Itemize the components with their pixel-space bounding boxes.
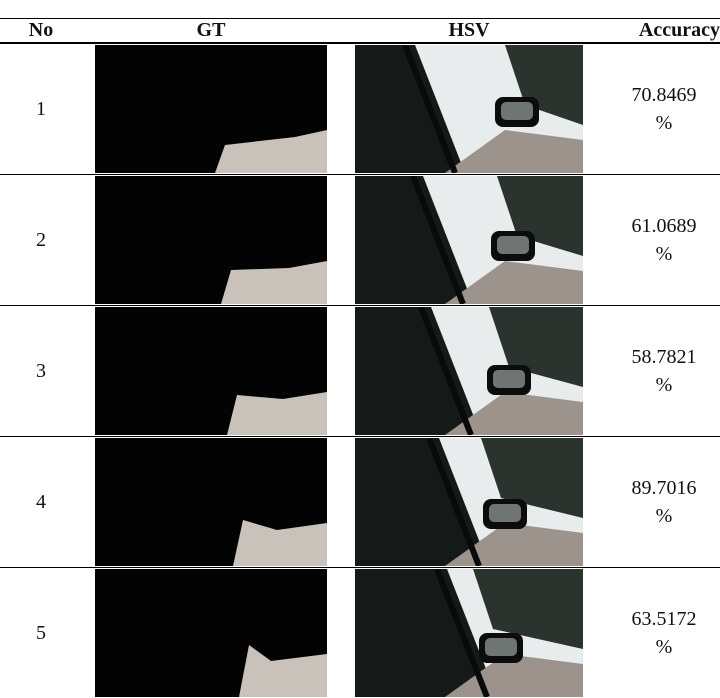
hsv-image	[355, 307, 583, 435]
gt-mask-image	[95, 438, 327, 566]
row-number: 4	[0, 437, 82, 568]
header-cell: HSV	[340, 19, 598, 44]
row-number: 1	[0, 43, 82, 175]
accuracy-value: 63.5172 %	[629, 605, 699, 661]
table-row: 5 63.5172 %	[0, 568, 720, 698]
gt-cell	[82, 568, 340, 698]
results-table: No GT HSV Accuracy 1 70.8469 %2 61.0689 …	[0, 18, 720, 698]
accuracy-value: 61.0689 %	[629, 212, 699, 268]
header-cell: GT	[82, 19, 340, 44]
table-body: 1 70.8469 %2 61.0689 %3 58.7821 %4	[0, 43, 720, 698]
accuracy-cell: 89.7016 %	[598, 437, 720, 568]
hsv-cell	[340, 437, 598, 568]
gt-cell	[82, 43, 340, 175]
row-number: 5	[0, 568, 82, 698]
gt-cell	[82, 306, 340, 437]
accuracy-value: 58.7821 %	[629, 343, 699, 399]
gt-mask-image	[95, 569, 327, 697]
header-row: No GT HSV Accuracy	[0, 19, 720, 44]
hsv-cell	[340, 175, 598, 306]
gt-cell	[82, 175, 340, 306]
hsv-image	[355, 45, 583, 173]
row-number: 3	[0, 306, 82, 437]
table-row: 4 89.7016 %	[0, 437, 720, 568]
accuracy-cell: 70.8469 %	[598, 43, 720, 175]
accuracy-cell: 63.5172 %	[598, 568, 720, 698]
gt-mask-image	[95, 176, 327, 304]
gt-mask-image	[95, 45, 327, 173]
hsv-cell	[340, 568, 598, 698]
gt-cell	[82, 437, 340, 568]
accuracy-value: 70.8469 %	[629, 81, 699, 137]
hsv-cell	[340, 306, 598, 437]
hsv-image	[355, 176, 583, 304]
accuracy-cell: 61.0689 %	[598, 175, 720, 306]
header-cell: Accuracy	[598, 19, 720, 44]
hsv-cell	[340, 43, 598, 175]
hsv-image	[355, 438, 583, 566]
accuracy-value: 89.7016 %	[629, 474, 699, 530]
gt-mask-image	[95, 307, 327, 435]
table-row: 1 70.8469 %	[0, 43, 720, 175]
accuracy-cell: 58.7821 %	[598, 306, 720, 437]
table-row: 3 58.7821 %	[0, 306, 720, 437]
row-number: 2	[0, 175, 82, 306]
table-row: 2 61.0689 %	[0, 175, 720, 306]
header-cell: No	[0, 19, 82, 44]
hsv-image	[355, 569, 583, 697]
